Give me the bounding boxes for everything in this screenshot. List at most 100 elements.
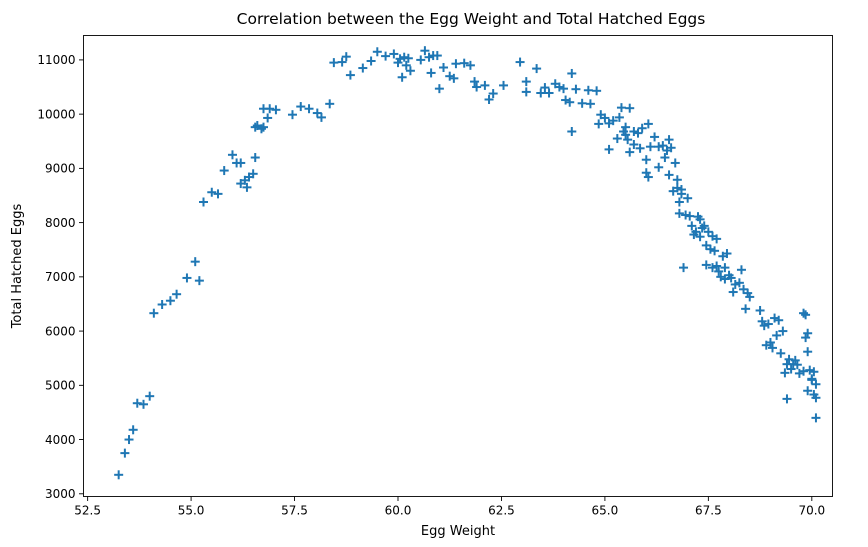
data-point <box>499 80 509 90</box>
data-point <box>616 103 626 113</box>
data-point <box>799 308 809 318</box>
data-point <box>389 49 399 59</box>
data-point <box>679 263 689 273</box>
data-point <box>621 130 631 140</box>
x-tick-label: 62.5 <box>488 504 515 518</box>
data-point <box>565 97 575 107</box>
data-point <box>316 112 326 122</box>
data-point <box>405 66 415 76</box>
data-point <box>139 399 149 409</box>
data-point <box>372 47 382 57</box>
data-point <box>811 379 821 389</box>
data-point <box>248 169 258 179</box>
data-point <box>672 183 682 193</box>
data-point <box>304 104 314 114</box>
data-point <box>250 153 260 163</box>
data-point <box>521 77 531 87</box>
data-point <box>345 70 355 80</box>
data-point <box>236 158 246 168</box>
x-axis-label: Egg Weight <box>421 524 495 539</box>
x-tick-label: 52.5 <box>74 504 101 518</box>
data-point <box>536 88 546 98</box>
data-point <box>645 142 655 152</box>
data-point <box>786 364 796 374</box>
data-point <box>583 85 593 95</box>
data-point <box>426 68 436 78</box>
data-point <box>296 102 306 112</box>
data-point <box>544 88 554 98</box>
data-point <box>660 153 670 163</box>
data-point <box>674 197 684 207</box>
data-point <box>515 57 525 67</box>
data-point <box>341 52 351 62</box>
data-point <box>792 360 802 370</box>
data-point <box>670 158 680 168</box>
data-point <box>403 53 413 63</box>
data-point <box>592 86 602 96</box>
data-point <box>705 244 715 254</box>
data-point <box>712 234 722 244</box>
data-point <box>401 60 411 70</box>
data-point <box>559 84 569 94</box>
data-point <box>710 246 720 256</box>
data-point <box>676 189 686 199</box>
data-point <box>614 112 624 122</box>
data-point <box>128 425 138 435</box>
data-point <box>451 59 461 69</box>
data-point <box>809 367 819 377</box>
data-point <box>765 337 775 347</box>
data-point <box>325 99 335 109</box>
data-point <box>381 51 391 61</box>
data-point <box>714 266 724 276</box>
data-point <box>703 227 713 237</box>
data-point <box>803 328 813 338</box>
data-point <box>782 394 792 404</box>
data-point <box>213 189 223 199</box>
y-tick-label: 11000 <box>37 53 75 67</box>
data-point <box>774 315 784 325</box>
y-tick-label: 10000 <box>37 107 75 121</box>
plot-area <box>83 35 833 497</box>
plot-frame <box>83 35 833 497</box>
data-point <box>778 326 788 336</box>
data-point <box>271 105 281 115</box>
data-point <box>358 63 368 73</box>
y-tick-label: 9000 <box>45 162 76 176</box>
data-point <box>480 80 490 90</box>
data-point <box>633 128 643 138</box>
data-point <box>132 398 142 408</box>
data-point <box>329 58 339 68</box>
data-point <box>219 166 229 176</box>
y-tick-label: 8000 <box>45 216 76 230</box>
x-tick-label: 60.0 <box>385 504 412 518</box>
data-point <box>666 143 676 153</box>
data-point <box>399 52 409 62</box>
data-point <box>424 52 434 62</box>
data-point <box>707 263 717 273</box>
data-point <box>736 265 746 275</box>
data-point <box>567 126 577 136</box>
data-point <box>687 221 697 231</box>
data-point <box>621 122 631 132</box>
x-tick-label: 57.5 <box>281 504 308 518</box>
data-point <box>199 197 209 207</box>
data-point <box>728 287 738 297</box>
data-point <box>685 211 695 221</box>
data-point <box>612 134 622 144</box>
data-point <box>337 57 347 67</box>
data-point <box>763 319 773 329</box>
data-point <box>265 104 275 114</box>
data-point <box>623 135 633 145</box>
data-point <box>803 386 813 396</box>
data-point <box>420 46 430 56</box>
data-point <box>182 273 192 283</box>
data-point <box>629 140 639 150</box>
data-point <box>470 77 480 87</box>
data-point <box>600 113 610 123</box>
data-point <box>720 263 730 273</box>
data-point <box>712 261 722 271</box>
data-point <box>799 366 809 376</box>
data-point <box>532 64 542 74</box>
data-point <box>416 55 426 65</box>
